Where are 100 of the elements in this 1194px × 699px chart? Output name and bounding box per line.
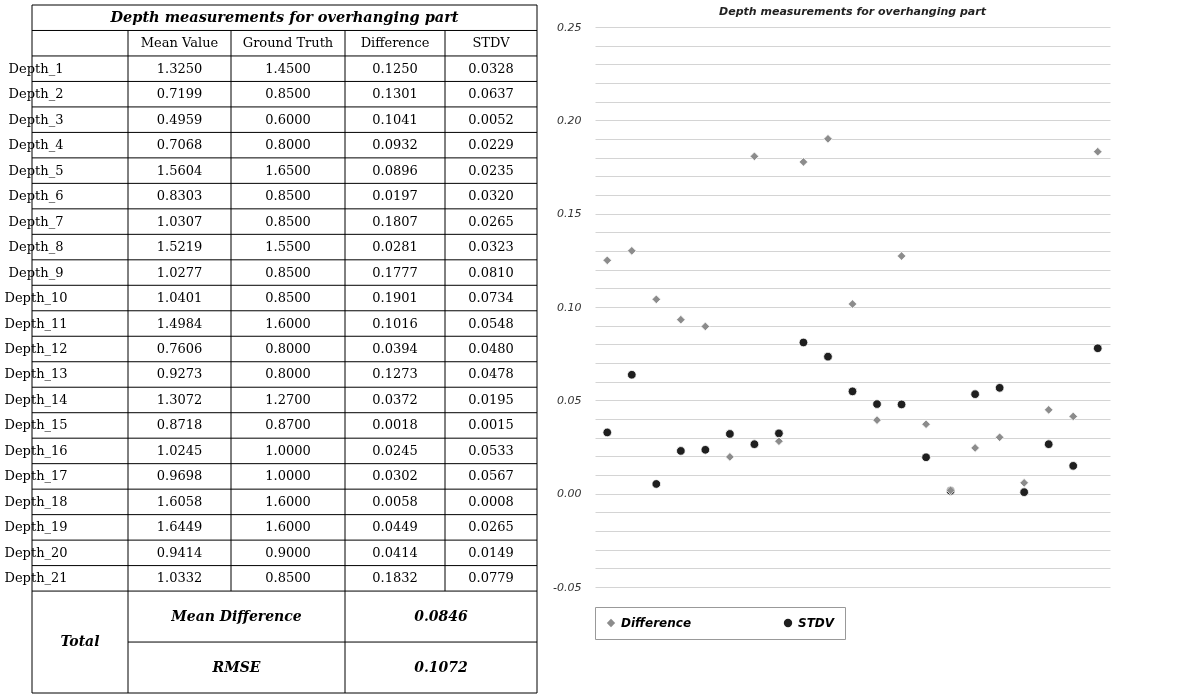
data-label: 0.0197 xyxy=(372,188,418,204)
data-label: 0.8000 xyxy=(265,341,311,356)
y-tick-label: Depth_15 xyxy=(4,417,68,433)
y-tick-label: Depth_10 xyxy=(4,290,68,306)
data-label: 0.8718 xyxy=(156,417,203,433)
data-label: 0.8500 xyxy=(265,264,311,280)
data-label: 0.1250 xyxy=(372,60,418,76)
data-label: 0.0394 xyxy=(372,341,418,356)
data-label: 0.0480 xyxy=(468,341,514,356)
y-tick-label: -0.05 xyxy=(553,580,582,594)
data-label: 0.0052 xyxy=(468,111,514,127)
data-label: 1.6000 xyxy=(265,493,311,509)
data-label: 0.1777 xyxy=(372,264,418,280)
y-tick-label: Depth_18 xyxy=(4,493,68,509)
data-label: 1.0245 xyxy=(156,442,203,458)
y-tick-label: Depth_21 xyxy=(4,570,68,586)
x-tick-label: Mean Value xyxy=(140,35,219,51)
data-label: 0.1273 xyxy=(372,366,418,382)
data-label: 0.8303 xyxy=(156,188,203,204)
data-label: 0.0548 xyxy=(468,315,514,331)
data-label: 1.3250 xyxy=(156,60,203,76)
y-tick-label: Depth_1 xyxy=(8,60,64,76)
data-label: 1.0000 xyxy=(265,442,311,458)
data-label: 0.0265 xyxy=(468,519,514,535)
y-tick-label: 0.25 xyxy=(557,20,582,34)
data-label: 0.1807 xyxy=(372,213,418,229)
y-tick-label: 0.05 xyxy=(557,393,582,407)
data-label: 0.0281 xyxy=(372,239,418,255)
y-tick-label: Depth_2 xyxy=(8,86,64,102)
data-label: 1.0401 xyxy=(156,290,203,306)
data-label: 0.1832 xyxy=(372,570,418,586)
data-label: 1.6449 xyxy=(156,519,203,535)
data-label: 1.6000 xyxy=(265,315,311,331)
data-label: 0.0320 xyxy=(468,188,514,204)
data-label: 0.0015 xyxy=(468,417,514,433)
data-label: 0.0058 xyxy=(372,493,418,509)
y-tick-label: Depth_8 xyxy=(8,239,64,255)
data-label: 0.0372 xyxy=(372,391,418,407)
x-tick-label: Difference xyxy=(360,35,430,51)
data-label: 0.0328 xyxy=(468,60,514,76)
y-tick-label: Depth_5 xyxy=(8,162,64,178)
data-label: 0.7606 xyxy=(156,341,203,356)
data-label: 1.0307 xyxy=(156,213,203,229)
data-label: 0.9000 xyxy=(265,544,311,560)
data-label: 1.2700 xyxy=(265,391,311,407)
data-label: 1.6500 xyxy=(265,162,311,178)
data-label: 0.0896 xyxy=(372,162,418,178)
data-label: 0.0302 xyxy=(372,468,418,484)
x-tick-label: STDV xyxy=(472,35,511,51)
data-label: 0.7068 xyxy=(156,137,203,153)
data-label: 0.1301 xyxy=(372,86,418,102)
y-tick-label: Depth_3 xyxy=(8,111,64,127)
data-label: 0.0265 xyxy=(468,213,514,229)
data-label: 0.0779 xyxy=(468,570,514,586)
data-label: 0.0235 xyxy=(468,162,514,178)
data-label: 0.0414 xyxy=(372,544,418,560)
data-label: 0.0932 xyxy=(372,137,418,153)
data-label: 1.6000 xyxy=(265,519,311,535)
data-label: 0.0323 xyxy=(468,239,514,255)
data-label: 0.0478 xyxy=(468,366,514,382)
data-label: 1.4984 xyxy=(156,315,203,331)
y-tick-label: Depth_4 xyxy=(8,137,64,153)
y-tick-label: 0.00 xyxy=(557,487,582,501)
legend-label: Difference xyxy=(621,616,692,630)
data-label: 0.6000 xyxy=(265,111,311,127)
y-tick-label: Depth_9 xyxy=(8,264,64,280)
data-label: 0.8500 xyxy=(265,86,311,102)
y-tick-label: Depth_7 xyxy=(8,213,64,229)
y-tick-label: Depth_12 xyxy=(4,341,68,356)
data-label: 0.1041 xyxy=(372,111,418,127)
data-label: 0.8000 xyxy=(265,137,311,153)
y-tick-label: Depth_6 xyxy=(8,188,64,204)
chart-title: Depth measurements for overhanging part xyxy=(109,7,459,25)
y-tick-label: 0.15 xyxy=(557,207,582,221)
data-label: 0.9414 xyxy=(156,544,203,560)
data-label: 0.1901 xyxy=(372,290,418,306)
data-label: 1.0332 xyxy=(156,570,203,586)
data-label: 0.0810 xyxy=(468,264,514,280)
data-label: 0.8500 xyxy=(265,290,311,306)
data-label: 1.4500 xyxy=(265,60,311,76)
data-label: 0.0567 xyxy=(468,468,514,484)
data-label: 0.8000 xyxy=(265,366,311,382)
y-tick-label: Depth_14 xyxy=(4,391,68,407)
data-label: 1.5219 xyxy=(156,239,203,255)
data-label: 0.0637 xyxy=(468,86,514,102)
data-label: 0.0018 xyxy=(372,417,418,433)
data-label: 0.4959 xyxy=(156,111,203,127)
data-label: 0.9273 xyxy=(156,366,203,382)
data-label: 1.6058 xyxy=(156,493,203,509)
data-label: 0.0734 xyxy=(468,290,514,306)
text: Total xyxy=(60,633,100,650)
data-label: 1.5500 xyxy=(265,239,311,255)
data-label: 0.0229 xyxy=(468,137,514,153)
data-label: 1.0000 xyxy=(265,468,311,484)
y-tick-label: Depth_11 xyxy=(4,315,68,331)
text: RMSE xyxy=(211,658,261,675)
data-label: 0.9698 xyxy=(156,468,203,484)
y-tick-label: Depth_16 xyxy=(4,442,68,458)
y-tick-label: Depth_20 xyxy=(4,544,68,560)
data-label: 1.0277 xyxy=(156,264,203,280)
